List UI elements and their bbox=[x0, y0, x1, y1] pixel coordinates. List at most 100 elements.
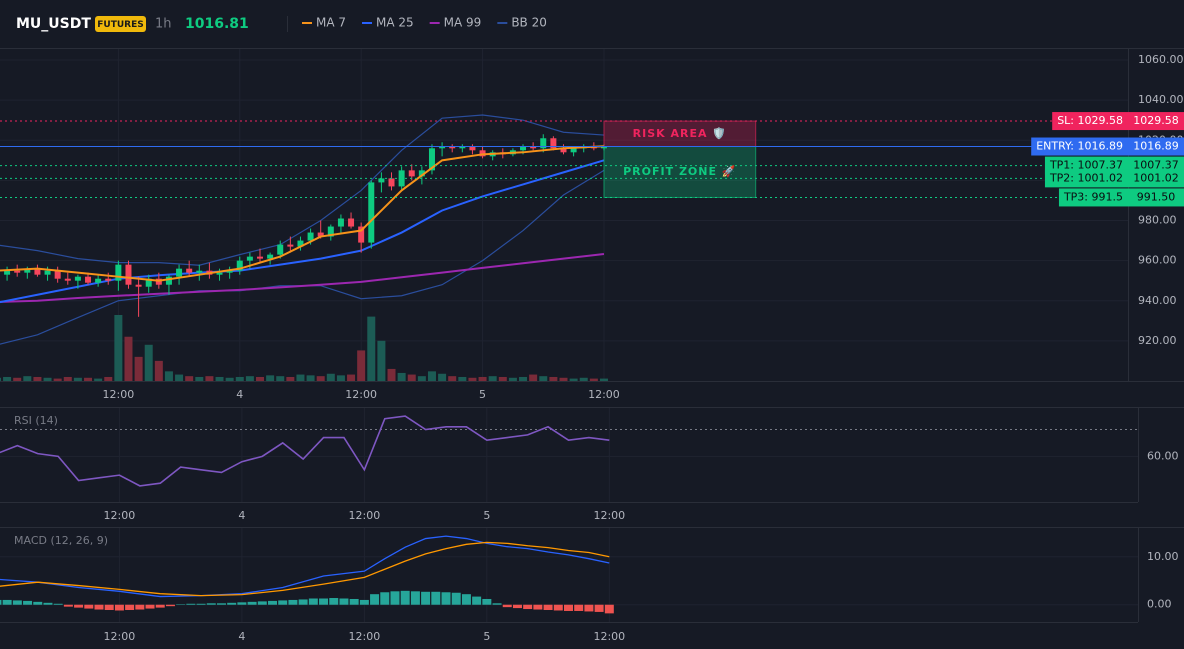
volume-bar bbox=[3, 376, 12, 381]
volume-bar bbox=[114, 315, 123, 381]
volume-bar bbox=[478, 376, 487, 381]
histogram-bar bbox=[94, 604, 104, 610]
x-tick-label: 12:00 bbox=[104, 630, 136, 643]
candle-body bbox=[105, 278, 112, 281]
y-tick-label: 960.00 bbox=[1138, 254, 1177, 267]
x-tick-label: 5 bbox=[483, 630, 490, 643]
histogram-bar bbox=[472, 596, 482, 605]
candle-body bbox=[368, 182, 375, 243]
y-tick-label: 10.00 bbox=[1147, 550, 1179, 563]
candle-body bbox=[226, 270, 233, 273]
candle-body bbox=[115, 264, 122, 281]
y-tick-label: 980.00 bbox=[1138, 214, 1177, 227]
histogram-bar bbox=[74, 604, 84, 608]
histogram-bar bbox=[206, 603, 216, 605]
histogram-bar bbox=[410, 591, 420, 605]
volume-bar bbox=[347, 374, 356, 381]
level-tag-bg bbox=[1044, 169, 1128, 188]
volume-bar bbox=[549, 376, 558, 381]
volume-bar bbox=[417, 376, 426, 381]
candle-body bbox=[54, 270, 61, 279]
histogram-bar bbox=[319, 598, 329, 605]
x-tick-label: 12:00 bbox=[349, 509, 381, 522]
candle-body bbox=[348, 218, 355, 227]
volume-bar bbox=[134, 356, 143, 381]
candle-body bbox=[44, 270, 51, 275]
candle-body bbox=[560, 148, 567, 153]
histogram-bar bbox=[349, 598, 359, 605]
candle-body bbox=[135, 284, 142, 287]
histogram-bar bbox=[125, 604, 135, 611]
volume-bar bbox=[245, 376, 254, 381]
volume-bar bbox=[33, 376, 42, 381]
histogram-bar bbox=[370, 594, 380, 605]
histogram-bar bbox=[257, 601, 267, 605]
histogram-bar bbox=[308, 598, 318, 605]
volume-bar bbox=[529, 374, 538, 381]
volume-bar bbox=[53, 378, 62, 381]
candle-body bbox=[570, 148, 577, 153]
volume-bar bbox=[438, 373, 447, 381]
histogram-bar bbox=[0, 599, 2, 605]
volume-bar bbox=[569, 378, 578, 381]
histogram-bar bbox=[553, 604, 563, 611]
histogram-bar bbox=[23, 600, 33, 605]
level-tag: ENTRY: 1016.89 bbox=[1036, 140, 1123, 153]
candle-body bbox=[186, 268, 193, 273]
candle-body bbox=[337, 218, 344, 227]
moving-average bbox=[0, 145, 605, 282]
level-tag-bg bbox=[1052, 112, 1128, 131]
histogram-bar bbox=[584, 604, 594, 612]
volume-bar bbox=[468, 377, 477, 381]
price-tag: 1007.37 bbox=[1133, 159, 1179, 172]
volume-bar bbox=[448, 376, 457, 381]
histogram-bar bbox=[114, 604, 124, 611]
zone bbox=[603, 120, 757, 148]
volume-bar bbox=[144, 344, 153, 381]
badge: FUTURES bbox=[97, 20, 143, 30]
histogram-bar bbox=[441, 592, 451, 605]
candle-body bbox=[408, 170, 415, 177]
price-tag: 1016.89 bbox=[1133, 140, 1179, 153]
histogram-bar bbox=[33, 601, 43, 605]
histogram-bar bbox=[339, 598, 349, 605]
volume-bar bbox=[164, 371, 173, 381]
price-tag-bg bbox=[1128, 169, 1184, 188]
legend-label: MA 7 bbox=[316, 16, 346, 30]
volume-bar bbox=[326, 373, 335, 381]
candle-body bbox=[520, 146, 527, 151]
volume-bar bbox=[0, 377, 1, 381]
legend-label: BB 20 bbox=[511, 16, 547, 30]
volume-bar bbox=[357, 350, 366, 381]
candle-body bbox=[439, 146, 446, 149]
volume-bar bbox=[73, 377, 82, 381]
level-tag-bg bbox=[1031, 137, 1128, 156]
x-tick-label: 5 bbox=[483, 509, 490, 522]
candle-body bbox=[74, 276, 81, 281]
candle-body bbox=[85, 276, 92, 283]
candle-body bbox=[165, 276, 172, 285]
candle-body bbox=[4, 270, 11, 275]
candle-body bbox=[287, 244, 294, 247]
histogram-bar bbox=[288, 599, 298, 605]
level-tag: TP3: 991.5 bbox=[1063, 190, 1123, 203]
x-tick-label: 12:00 bbox=[593, 630, 625, 643]
histogram-bar bbox=[512, 604, 522, 609]
volume-bar bbox=[276, 376, 285, 381]
candle-body bbox=[236, 260, 243, 271]
histogram-bar bbox=[298, 599, 308, 605]
histogram-bar bbox=[12, 600, 22, 605]
volume-bar bbox=[195, 376, 204, 381]
volume-bar bbox=[104, 376, 113, 381]
histogram-bar bbox=[594, 604, 604, 612]
x-tick-label: 4 bbox=[236, 388, 243, 401]
histogram-bar bbox=[359, 599, 369, 605]
badge-bg bbox=[95, 16, 146, 32]
candle-body bbox=[327, 226, 334, 237]
candle-body bbox=[24, 268, 31, 273]
volume-bar bbox=[23, 376, 32, 381]
volume-bar bbox=[205, 376, 214, 381]
x-tick-label: 12:00 bbox=[588, 388, 620, 401]
candle-body bbox=[145, 278, 152, 287]
histogram-bar bbox=[451, 592, 461, 605]
